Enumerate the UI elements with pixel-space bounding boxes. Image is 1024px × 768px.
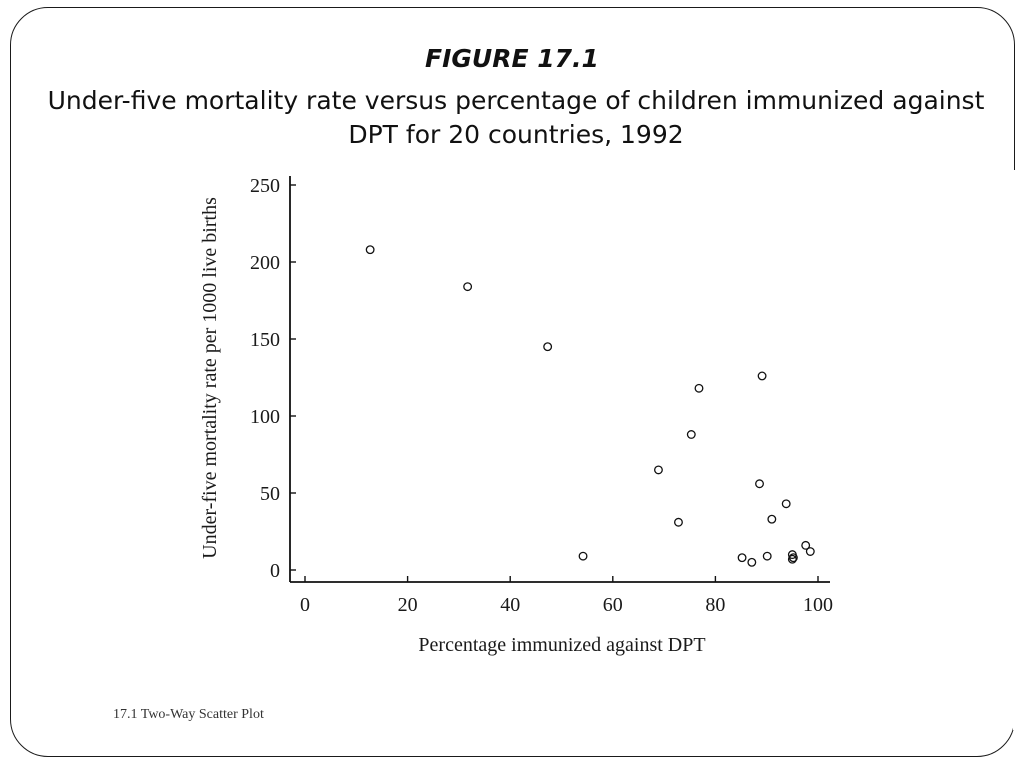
chart-points — [365, 245, 815, 567]
data-point — [694, 383, 704, 393]
data-point — [578, 551, 588, 561]
data-point — [737, 553, 747, 563]
data-point — [788, 553, 798, 563]
y-tick-label: 200 — [250, 252, 280, 274]
y-tick-label: 0 — [270, 560, 280, 582]
figure-label: FIGURE 17.1 — [425, 44, 599, 73]
y-tick-label: 50 — [260, 483, 280, 505]
y-axis-label: Under-five mortality rate per 1000 live … — [199, 197, 221, 559]
data-point — [801, 540, 811, 550]
y-tick-label: 100 — [250, 406, 280, 428]
slide-frame — [10, 7, 1015, 757]
y-tick-label: 150 — [250, 329, 280, 351]
x-tick-label: 0 — [300, 594, 310, 616]
data-point — [463, 282, 473, 292]
data-point — [686, 430, 696, 439]
chart-axes — [289, 176, 830, 583]
data-point — [654, 465, 663, 475]
x-tick-label: 20 — [398, 594, 418, 616]
slide-footer: 17.1 Two-Way Scatter Plot — [113, 707, 264, 722]
y-tick-label: 250 — [250, 175, 280, 197]
data-point — [805, 547, 815, 556]
x-tick-label: 40 — [500, 594, 520, 616]
data-point — [762, 551, 772, 561]
chart-ticks: 0 20 40 60 80 100 0 50 100 150 200 250 — [250, 175, 833, 616]
data-point — [365, 245, 375, 255]
x-axis-label: Percentage immunized against DPT — [418, 634, 705, 656]
slide-frame-gap — [1013, 170, 1023, 730]
data-point — [747, 557, 757, 567]
data-point — [787, 554, 797, 564]
x-tick-label: 80 — [705, 594, 725, 616]
x-tick-label: 60 — [603, 594, 623, 616]
data-point — [757, 371, 767, 381]
data-point — [543, 342, 553, 352]
data-point — [767, 514, 777, 524]
data-point — [674, 517, 683, 527]
data-point — [755, 479, 764, 489]
figure-title: Under-five mortality rate versus percent… — [47, 86, 985, 149]
data-point — [781, 499, 791, 509]
x-tick-label: 100 — [803, 594, 833, 616]
